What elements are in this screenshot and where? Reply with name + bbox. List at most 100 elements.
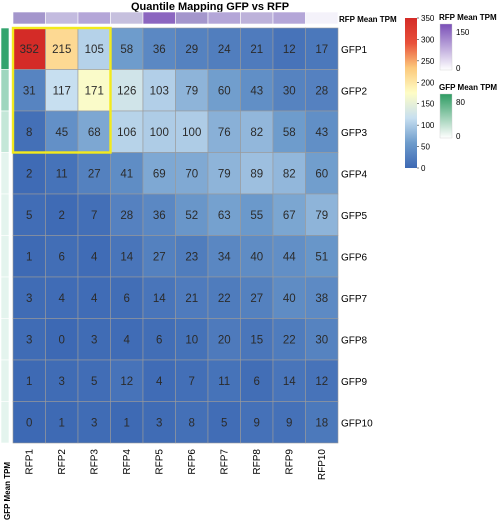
cell-value-label: 45 bbox=[55, 127, 68, 139]
cell-value-label: 14 bbox=[283, 376, 296, 388]
row-label: GFP6 bbox=[341, 252, 368, 263]
cell-value-label: 51 bbox=[315, 251, 328, 263]
column-annotation-cell bbox=[77, 11, 111, 25]
heatmap-cell bbox=[110, 401, 144, 444]
heatmap-cell bbox=[175, 27, 209, 70]
column-annotation-cell bbox=[45, 11, 79, 25]
cell-value-label: 79 bbox=[315, 210, 328, 222]
rfp-legend-title: RFP Mean TPM bbox=[439, 13, 497, 22]
cell-value-label: 5 bbox=[91, 376, 97, 388]
row-label: GFP4 bbox=[341, 169, 368, 180]
cell-value-label: 171 bbox=[85, 85, 104, 97]
rfp-mean-legend: RFP Mean TPM 150 0 bbox=[439, 13, 497, 73]
heatmap-cell bbox=[142, 193, 176, 236]
cell-value-label: 3 bbox=[59, 376, 65, 388]
row-labels: GFP1 GFP2 GFP3 GFP4 GFP5 GFP6 GFP7 GFP8 GFP9 GFP1… bbox=[341, 45, 373, 430]
row-annotation-cell bbox=[0, 276, 10, 319]
heatmap-cell bbox=[175, 193, 209, 236]
cell-value-label: 103 bbox=[150, 85, 169, 97]
cell-value-label: 22 bbox=[283, 334, 296, 346]
cell-value-label: 0 bbox=[26, 417, 32, 429]
cell-value-label: 11 bbox=[218, 376, 230, 388]
cell-value-label: 0 bbox=[59, 334, 65, 346]
cell-value-label: 52 bbox=[185, 210, 198, 222]
annotation-legend-tick: 0 bbox=[456, 132, 461, 141]
heatmap-cell bbox=[142, 401, 176, 444]
column-label: RFP9 bbox=[284, 449, 295, 475]
heatmap-cell bbox=[77, 401, 111, 444]
cell-value-label: 36 bbox=[153, 44, 166, 56]
cell-value-label: 40 bbox=[283, 293, 296, 305]
cell-value-label: 4 bbox=[59, 293, 66, 305]
cell-value-label: 7 bbox=[91, 210, 97, 222]
cell-value-label: 12 bbox=[283, 44, 296, 56]
cell-value-label: 7 bbox=[189, 376, 195, 388]
cell-value-label: 18 bbox=[315, 417, 328, 429]
heatmap-cell bbox=[175, 276, 209, 319]
cell-value-label: 10 bbox=[185, 334, 198, 346]
row-annotation-cell bbox=[0, 359, 10, 402]
cell-value-label: 14 bbox=[120, 251, 133, 263]
cell-value-label: 63 bbox=[218, 210, 231, 222]
cell-value-label: 28 bbox=[120, 210, 133, 222]
cell-value-label: 43 bbox=[250, 85, 263, 97]
column-annotation-bar bbox=[12, 11, 339, 25]
heatmap-cell bbox=[175, 235, 209, 278]
cell-value-label: 3 bbox=[91, 417, 97, 429]
column-label: RFP6 bbox=[187, 449, 198, 475]
row-annotation-label: GFP Mean TPM bbox=[3, 462, 12, 520]
column-annotation-cell bbox=[272, 11, 306, 25]
cell-value-label: 1 bbox=[26, 251, 32, 263]
cell-value-label: 27 bbox=[153, 251, 166, 263]
heatmap-cell bbox=[272, 276, 306, 319]
cell-value-label: 89 bbox=[250, 168, 263, 180]
cell-value-label: 100 bbox=[182, 127, 201, 139]
cell-value-label: 27 bbox=[88, 168, 101, 180]
chart-title: Quantile Mapping GFP vs RFP bbox=[131, 1, 289, 13]
cell-value-label: 126 bbox=[117, 85, 136, 97]
cell-value-label: 30 bbox=[315, 334, 328, 346]
column-label: RFP3 bbox=[89, 449, 100, 475]
heatmap-cell bbox=[305, 401, 339, 444]
cell-value-label: 58 bbox=[120, 44, 133, 56]
row-annotation-cell bbox=[0, 235, 10, 278]
heatmap-cell bbox=[110, 69, 144, 112]
cell-value-label: 14 bbox=[153, 293, 166, 305]
cell-value-label: 76 bbox=[218, 127, 231, 139]
cell-value-label: 22 bbox=[218, 293, 231, 305]
annotation-legend-tick: 80 bbox=[456, 98, 465, 107]
heatmap-cell bbox=[175, 152, 209, 195]
heatmap-cell bbox=[12, 235, 46, 278]
heatmap-cell bbox=[77, 318, 111, 361]
heatmap-cell bbox=[207, 69, 241, 112]
heatmap-cell bbox=[45, 69, 79, 112]
heatmap-cell bbox=[142, 110, 176, 153]
heatmap-cell bbox=[45, 193, 79, 236]
cell-value-label: 67 bbox=[283, 210, 296, 222]
heatmap-cell bbox=[45, 27, 79, 70]
heatmap-cell bbox=[240, 193, 274, 236]
heatmap-cell bbox=[207, 359, 241, 402]
column-labels: RFP1 RFP2 RFP3 RFP4 RFP5 RFP6 RFP7 RFP8 RFP9 RFP1… bbox=[24, 449, 328, 481]
cell-value-label: 8 bbox=[26, 127, 32, 139]
cell-value-label: 36 bbox=[153, 210, 166, 222]
column-label: RFP1 bbox=[24, 449, 35, 475]
column-label: RFP2 bbox=[57, 449, 68, 475]
row-annotation-cell bbox=[0, 69, 10, 112]
heatmap-cell bbox=[175, 318, 209, 361]
column-annotation-cell bbox=[240, 11, 274, 25]
cell-value-label: 60 bbox=[218, 85, 231, 97]
column-annotation-cell bbox=[142, 11, 176, 25]
column-annotation-cell bbox=[207, 11, 241, 25]
cell-value-label: 21 bbox=[185, 293, 198, 305]
row-annotation-cell bbox=[0, 110, 10, 153]
column-annotation-cell bbox=[12, 11, 46, 25]
cell-value-label: 4 bbox=[124, 334, 131, 346]
cell-value-label: 9 bbox=[286, 417, 292, 429]
heatmap-cell bbox=[272, 359, 306, 402]
row-label: GFP7 bbox=[341, 294, 368, 305]
cell-value-label: 69 bbox=[153, 168, 166, 180]
cell-value-label: 41 bbox=[120, 168, 133, 180]
heatmap-cell bbox=[45, 318, 79, 361]
